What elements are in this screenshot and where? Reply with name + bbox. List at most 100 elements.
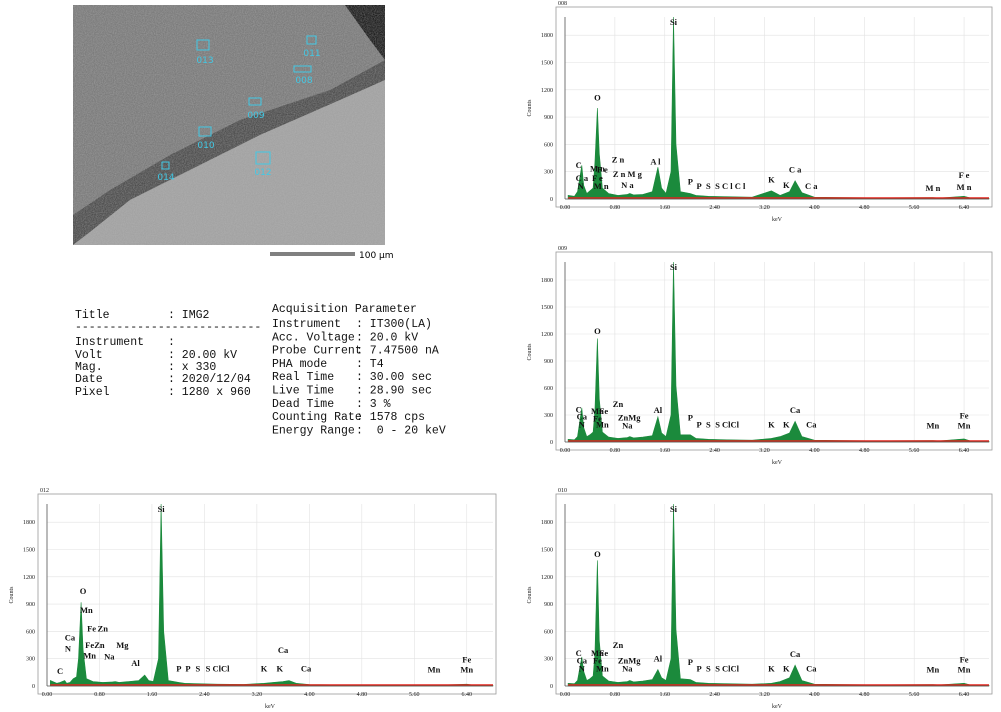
spectrum-chart: 008 0 300 600 900 1200 1500 1800 0.00 0.80 1.60 2.4… xyxy=(527,1,993,223)
param-value: : x 330 xyxy=(168,361,216,374)
x-tick-label: 1.60 xyxy=(147,692,158,698)
param-key: Instrument xyxy=(75,336,144,349)
peak-label: N xyxy=(578,181,585,191)
param-value: : xyxy=(168,336,175,349)
peak-label: Ca xyxy=(65,633,76,643)
peak-label: Fe xyxy=(593,413,602,423)
peak-label: A l xyxy=(650,156,661,166)
param-key: Mag. xyxy=(75,361,103,374)
region-label: 008 xyxy=(295,76,312,86)
param-value: : 7.47500 nA xyxy=(356,345,439,358)
x-tick-label: 6.40 xyxy=(959,448,970,454)
y-tick-label: 1800 xyxy=(23,520,35,526)
peak-label: Mn xyxy=(927,421,940,431)
peak-label: Mn xyxy=(596,420,609,430)
sem-regions: 013 011 008 009 010 014 012 xyxy=(157,35,321,183)
peak-label: C a xyxy=(576,173,589,183)
peak-label: O xyxy=(594,326,601,336)
params-heading: Acquisition Parameter xyxy=(272,303,417,316)
peak-label: C xyxy=(57,666,63,676)
chart-title: 009 xyxy=(558,246,567,252)
peak-label: Al xyxy=(654,653,663,663)
peak-label: Ca xyxy=(790,405,801,415)
peak-label: M n xyxy=(590,164,605,174)
y-tick-label: 900 xyxy=(544,602,553,608)
peak-label: Fe xyxy=(87,623,96,633)
peak-label: S ClCl xyxy=(206,663,230,673)
peak-label: K xyxy=(277,663,284,673)
peak-label: F e xyxy=(959,170,970,180)
peak-label: Z n M g xyxy=(613,169,643,179)
param-value: : T4 xyxy=(356,358,384,371)
peak-label: Ca xyxy=(577,655,588,665)
peak-label: P xyxy=(696,181,701,191)
x-tick-label: 3.20 xyxy=(759,448,770,454)
peak-label: C xyxy=(576,160,582,170)
peak-label: Mn xyxy=(80,605,93,615)
peak-label: P xyxy=(185,663,190,673)
y-tick-label: 1200 xyxy=(541,575,553,581)
y-tick-label: 1500 xyxy=(541,305,553,311)
y-tick-label: 600 xyxy=(544,386,553,392)
param-value: : 20.00 kV xyxy=(168,349,237,362)
x-tick-label: 1.60 xyxy=(660,448,671,454)
y-tick-label: 900 xyxy=(26,602,35,608)
x-tick-label: 6.40 xyxy=(462,692,473,698)
x-tick-label: 5.60 xyxy=(909,205,920,211)
peak-label: Na xyxy=(622,663,633,673)
peak-label: Zn xyxy=(94,640,105,650)
peak-label: O xyxy=(594,549,601,559)
param-value: : 3 % xyxy=(356,398,391,411)
y-tick-label: 900 xyxy=(544,359,553,365)
y-axis-label: Counts xyxy=(527,586,533,604)
peak-label: Ca xyxy=(577,412,588,422)
y-axis-label: Counts xyxy=(527,343,533,361)
peak-label: N a xyxy=(621,180,634,190)
param-key: Pixel xyxy=(75,386,110,399)
peak-label: Z n xyxy=(612,155,625,165)
peak-label: Mn xyxy=(428,664,441,674)
y-tick-label: 300 xyxy=(26,657,35,663)
chart-frame xyxy=(37,493,497,695)
param-value: : 30.00 sec xyxy=(356,371,432,384)
peak-label: K xyxy=(783,663,790,673)
y-tick-label: 1800 xyxy=(541,33,553,39)
x-tick-label: 0.80 xyxy=(610,448,621,454)
param-key: Real Time xyxy=(272,371,334,384)
param-key: Acc. Voltage xyxy=(272,331,355,344)
param-key: Title xyxy=(75,309,110,322)
y-tick-label: 0 xyxy=(550,197,553,203)
param-key: Counting Rate xyxy=(272,411,362,424)
x-tick-label: 4.80 xyxy=(859,692,870,698)
peak-label: Si xyxy=(670,504,678,514)
peak-label: K xyxy=(783,180,790,190)
region-label: 012 xyxy=(254,168,271,178)
region-box xyxy=(255,151,271,165)
param-value: : 2020/12/04 xyxy=(168,373,251,386)
peak-label: S ClCl xyxy=(715,420,739,430)
y-tick-label: 600 xyxy=(544,629,553,635)
peak-label: K xyxy=(768,420,775,430)
x-tick-label: 0.80 xyxy=(94,692,105,698)
y-tick-label: 1500 xyxy=(23,548,35,554)
y-axis-label: Counts xyxy=(527,99,533,117)
peak-label: S C l C l xyxy=(715,181,746,191)
x-axis-label: keV xyxy=(772,217,783,223)
peak-label: O xyxy=(594,93,601,103)
peak-label: Na xyxy=(622,421,633,431)
peak-label: M n xyxy=(594,181,609,191)
y-tick-label: 600 xyxy=(544,142,553,148)
param-key: PHA mode xyxy=(272,358,327,371)
region-label: 010 xyxy=(197,141,214,151)
peak-label: Fe xyxy=(85,640,94,650)
chart-frame xyxy=(555,493,993,695)
chart-frame xyxy=(555,251,993,451)
spectra: 008 0 300 600 900 1200 1500 1800 0.00 0.80 1.60 2.4… xyxy=(9,1,993,710)
param-value: : IT300(LA) xyxy=(356,318,432,331)
peak-label: Ca xyxy=(278,645,289,655)
region-box xyxy=(161,161,170,170)
peak-label: S xyxy=(706,420,711,430)
peak-label: Zn xyxy=(98,623,109,633)
x-axis-label: keV xyxy=(265,704,276,710)
